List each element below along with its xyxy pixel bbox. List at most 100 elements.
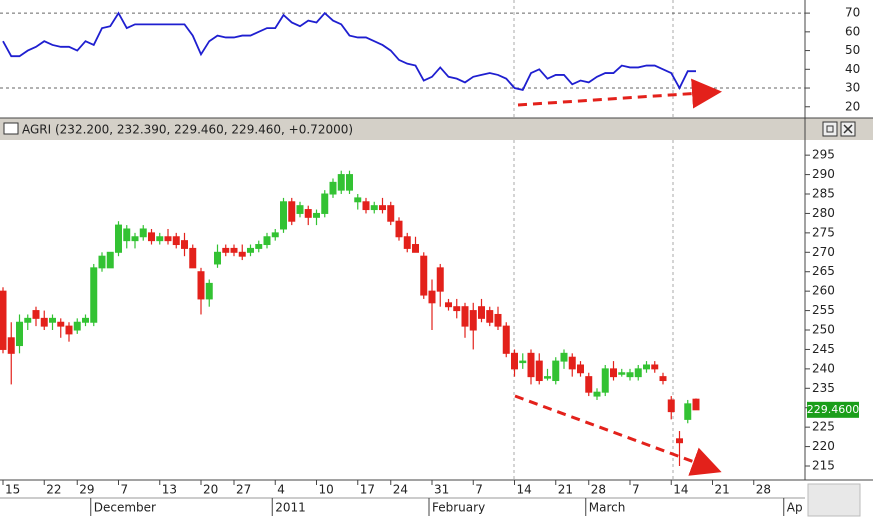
y-tick-label: 220 bbox=[812, 439, 835, 453]
candle-body bbox=[486, 310, 494, 323]
candle-body bbox=[313, 212, 320, 218]
candle-body bbox=[601, 368, 609, 393]
y-tick-label: 290 bbox=[812, 167, 835, 181]
candle-body bbox=[469, 310, 477, 331]
candle-body bbox=[593, 391, 601, 397]
x-tick-label: 24 bbox=[393, 483, 408, 497]
y-tick-label: 270 bbox=[812, 245, 835, 259]
candle-body bbox=[230, 247, 238, 253]
candle-body bbox=[304, 209, 312, 218]
candle-body bbox=[16, 321, 23, 347]
y-tick-label: 255 bbox=[812, 303, 835, 317]
y-tick-label: 70 bbox=[845, 6, 860, 20]
candle-body bbox=[651, 364, 659, 370]
candle-body bbox=[57, 321, 65, 327]
x-tick-label: 20 bbox=[203, 483, 218, 497]
y-tick-label: 245 bbox=[812, 342, 835, 356]
candle-body bbox=[354, 197, 362, 203]
candle-body bbox=[131, 236, 139, 242]
y-tick-label: 260 bbox=[812, 284, 835, 298]
candle-body bbox=[659, 376, 667, 382]
candle-body bbox=[667, 399, 675, 413]
candle-body bbox=[618, 372, 626, 375]
candle-body bbox=[40, 317, 48, 327]
x-tick-label: 21 bbox=[715, 483, 730, 497]
candle-body bbox=[346, 174, 353, 191]
x-tick-label: 27 bbox=[236, 483, 251, 497]
candle-body bbox=[280, 201, 287, 230]
candle-body bbox=[585, 376, 593, 393]
corner-box bbox=[807, 483, 861, 517]
candle-body bbox=[329, 181, 337, 195]
candle-body bbox=[115, 224, 122, 253]
candle-body bbox=[676, 438, 683, 444]
x-tick-label: 31 bbox=[434, 483, 449, 497]
x-tick-label: 7 bbox=[632, 483, 640, 497]
candle-body bbox=[32, 310, 40, 319]
candle-body bbox=[412, 244, 419, 253]
candle-body bbox=[511, 352, 518, 370]
candle-body bbox=[271, 232, 279, 238]
month-label: March bbox=[589, 501, 626, 515]
candle-body bbox=[181, 240, 188, 249]
candle-body bbox=[527, 352, 535, 378]
candle-body bbox=[139, 228, 147, 238]
candle-body bbox=[494, 313, 502, 327]
y-tick-label: 285 bbox=[812, 187, 835, 201]
y-tick-label: 50 bbox=[845, 43, 860, 57]
candle-body bbox=[0, 290, 7, 350]
candle-body bbox=[98, 255, 106, 269]
x-tick-label: 21 bbox=[558, 483, 573, 497]
candle-body bbox=[49, 317, 56, 323]
x-tick-label: 22 bbox=[46, 483, 61, 497]
month-label: Ap bbox=[787, 501, 803, 515]
candle-body bbox=[263, 236, 271, 246]
candle-body bbox=[370, 205, 378, 211]
candle-body bbox=[247, 247, 254, 253]
candle-body bbox=[156, 236, 164, 242]
divergence-arrow bbox=[517, 78, 722, 109]
candle-body bbox=[577, 364, 584, 374]
icon bbox=[3, 122, 19, 135]
candle-body bbox=[403, 236, 411, 249]
x-tick-label: 15 bbox=[5, 483, 20, 497]
candle-body bbox=[420, 255, 428, 296]
candle-body bbox=[337, 174, 345, 191]
maximize-icon bbox=[826, 125, 834, 133]
maximize-button[interactable] bbox=[822, 121, 838, 137]
candle-body bbox=[73, 321, 81, 331]
trend-arrow bbox=[514, 394, 722, 476]
x-tick-label: 29 bbox=[79, 483, 94, 497]
candle-body bbox=[461, 306, 469, 327]
x-tick-label: 14 bbox=[673, 483, 688, 497]
y-tick-label: 295 bbox=[812, 148, 835, 162]
y-tick-label: 250 bbox=[812, 323, 835, 337]
candle-body bbox=[296, 205, 304, 214]
candle-body bbox=[24, 317, 32, 323]
candle-body bbox=[189, 247, 197, 269]
candle-body bbox=[684, 403, 692, 420]
candle-body bbox=[643, 364, 650, 370]
candle-body bbox=[172, 236, 180, 246]
x-tick-label: 28 bbox=[591, 483, 606, 497]
x-tick-label: 7 bbox=[475, 483, 483, 497]
x-tick-label: 4 bbox=[277, 483, 285, 497]
x-tick-label: 10 bbox=[319, 483, 334, 497]
y-tick-label: 225 bbox=[812, 420, 835, 434]
month-label: 2011 bbox=[275, 501, 306, 515]
candle-body bbox=[90, 267, 98, 323]
plot: 15 22 29 7 13 20 27 4 10 17 24 31 7 14 21 28 7 14 21 28 Dece… bbox=[0, 6, 860, 516]
x-tick-label: 14 bbox=[517, 483, 532, 497]
candle-body bbox=[197, 271, 205, 300]
y-tick-label: 30 bbox=[845, 81, 860, 95]
candle-body bbox=[544, 376, 551, 379]
candle-body bbox=[164, 236, 172, 242]
candle-body bbox=[255, 244, 263, 249]
month-label: December bbox=[94, 501, 156, 515]
header-bar bbox=[0, 118, 873, 140]
month-label: February bbox=[432, 501, 485, 515]
candle-body bbox=[626, 372, 634, 378]
candle-body bbox=[7, 337, 15, 354]
